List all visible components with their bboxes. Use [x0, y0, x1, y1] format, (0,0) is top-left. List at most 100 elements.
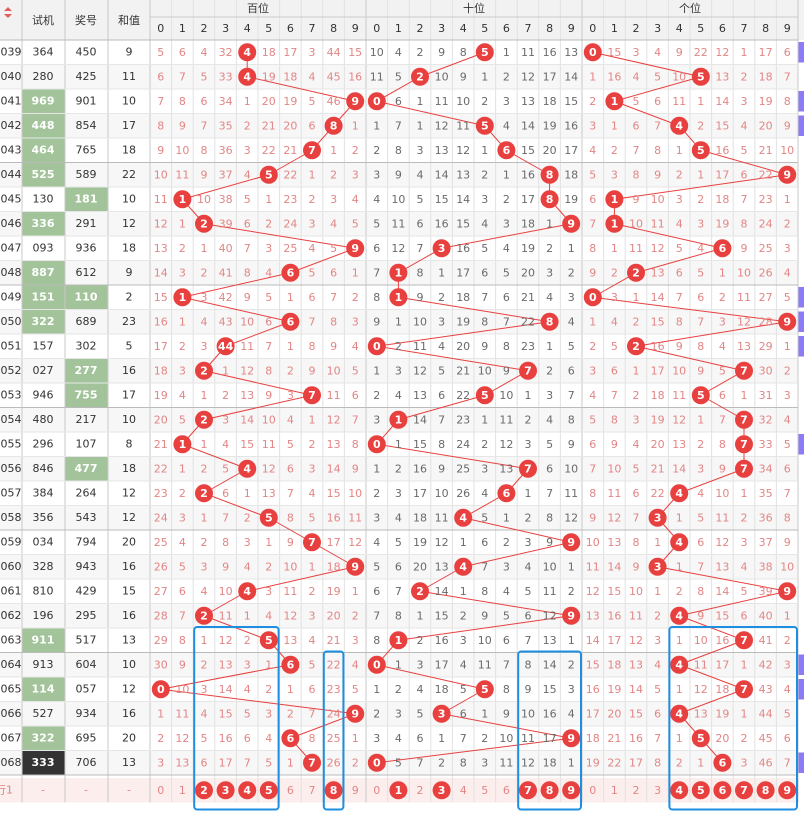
hit-digit: 4: [675, 707, 683, 720]
miss-count: 4: [654, 46, 661, 59]
miss-count: 1: [265, 658, 272, 671]
row-bg: [0, 456, 798, 481]
hit-digit: 7: [740, 683, 748, 696]
miss-count: 5: [589, 168, 596, 181]
miss-count: 17: [219, 756, 233, 769]
hit-digit: 7: [740, 462, 748, 475]
miss-count: 6: [330, 266, 337, 279]
miss-count: 7: [546, 487, 553, 500]
prize-number: 765: [76, 143, 97, 156]
miss-count: 6: [222, 487, 229, 500]
miss-count: 13: [521, 95, 535, 108]
trend-line: [376, 100, 485, 127]
miss-count: 6: [244, 217, 251, 230]
footer-digit: 4: [675, 784, 683, 797]
miss-count: 7: [395, 585, 402, 598]
miss-count: 2: [373, 389, 380, 402]
hit-ball: [367, 92, 386, 111]
hit-digit: 6: [719, 242, 727, 255]
miss-count: 19: [283, 95, 297, 108]
miss-count: 9: [697, 364, 704, 377]
miss-count: 12: [456, 144, 470, 157]
miss-count: 2: [438, 756, 445, 769]
prize-number: 110: [75, 290, 98, 303]
miss-count: 11: [694, 658, 708, 671]
test-highlight: [22, 285, 65, 309]
hit-ball: [778, 582, 797, 601]
miss-count: 3: [179, 511, 186, 524]
trend-line: [247, 566, 356, 592]
hit-ball: [583, 288, 602, 307]
hit-ball: [648, 508, 667, 527]
miss-count: 7: [157, 95, 164, 108]
test-highlight: [22, 212, 65, 236]
footer-ball: [713, 781, 732, 800]
miss-count: 4: [201, 585, 208, 598]
miss-count: 2: [633, 315, 640, 328]
miss-count: 12: [435, 536, 449, 549]
miss-count: 20: [154, 413, 168, 426]
hit-ball: [691, 141, 710, 160]
hit-digit: 9: [783, 168, 791, 181]
sum: 13: [122, 633, 136, 646]
miss-count: 10: [219, 585, 233, 598]
miss-count: 2: [179, 340, 186, 353]
hit-ball: [540, 190, 559, 209]
test-number: 911: [32, 633, 55, 646]
hit-digit: 3: [654, 511, 662, 524]
miss-count: 2: [395, 683, 402, 696]
miss-count: 23: [154, 487, 168, 500]
miss-count: 12: [715, 46, 729, 59]
footer-digit: 0: [157, 784, 164, 797]
miss-count: 17: [715, 658, 729, 671]
miss-count: 11: [499, 756, 513, 769]
miss-count: 45: [759, 732, 773, 745]
test-number: 328: [33, 560, 54, 573]
miss-count: 6: [309, 291, 316, 304]
miss-count: 3: [373, 168, 380, 181]
miss-count: 9: [179, 119, 186, 132]
miss-count: 1: [460, 585, 467, 598]
trend-line: [182, 296, 291, 323]
miss-count: 11: [499, 413, 513, 426]
miss-count: 14: [327, 462, 341, 475]
miss-count: 8: [330, 315, 337, 328]
trend-line: [419, 51, 485, 78]
miss-count: 7: [201, 119, 208, 132]
footer-ball: [778, 781, 797, 800]
hit-digit: 0: [373, 340, 381, 353]
miss-count: 22: [456, 389, 470, 402]
digit-header: 1: [611, 22, 618, 35]
miss-count: 13: [413, 389, 427, 402]
miss-count: 2: [244, 634, 251, 647]
miss-count: 2: [417, 46, 424, 59]
miss-count: 7: [633, 511, 640, 524]
miss-count: 16: [586, 683, 600, 696]
miss-count: 5: [201, 70, 208, 83]
issue: 042: [1, 119, 22, 132]
miss-count: 6: [201, 95, 208, 108]
miss-count: 20: [651, 438, 665, 451]
prize-number: 277: [75, 364, 98, 377]
miss-count: 7: [287, 487, 294, 500]
miss-count: 1: [719, 266, 726, 279]
miss-count: 6: [633, 487, 640, 500]
digit-header: 9: [784, 22, 791, 35]
miss-count: 36: [759, 511, 773, 524]
sum: 12: [122, 511, 136, 524]
miss-count: 21: [327, 634, 341, 647]
miss-count: 8: [589, 487, 596, 500]
hit-digit: 5: [481, 683, 489, 696]
miss-count: 4: [265, 609, 272, 622]
miss-count: 7: [784, 70, 791, 83]
miss-count: 20: [521, 266, 535, 279]
hit-ball: [195, 214, 213, 233]
miss-count: 1: [309, 413, 316, 426]
miss-count: 10: [327, 364, 341, 377]
sum: 10: [122, 192, 136, 205]
trend-line: [441, 713, 572, 739]
hit-ball: [281, 312, 300, 331]
miss-count: 5: [373, 217, 380, 230]
miss-count: 15: [240, 438, 254, 451]
miss-count: 3: [503, 95, 510, 108]
